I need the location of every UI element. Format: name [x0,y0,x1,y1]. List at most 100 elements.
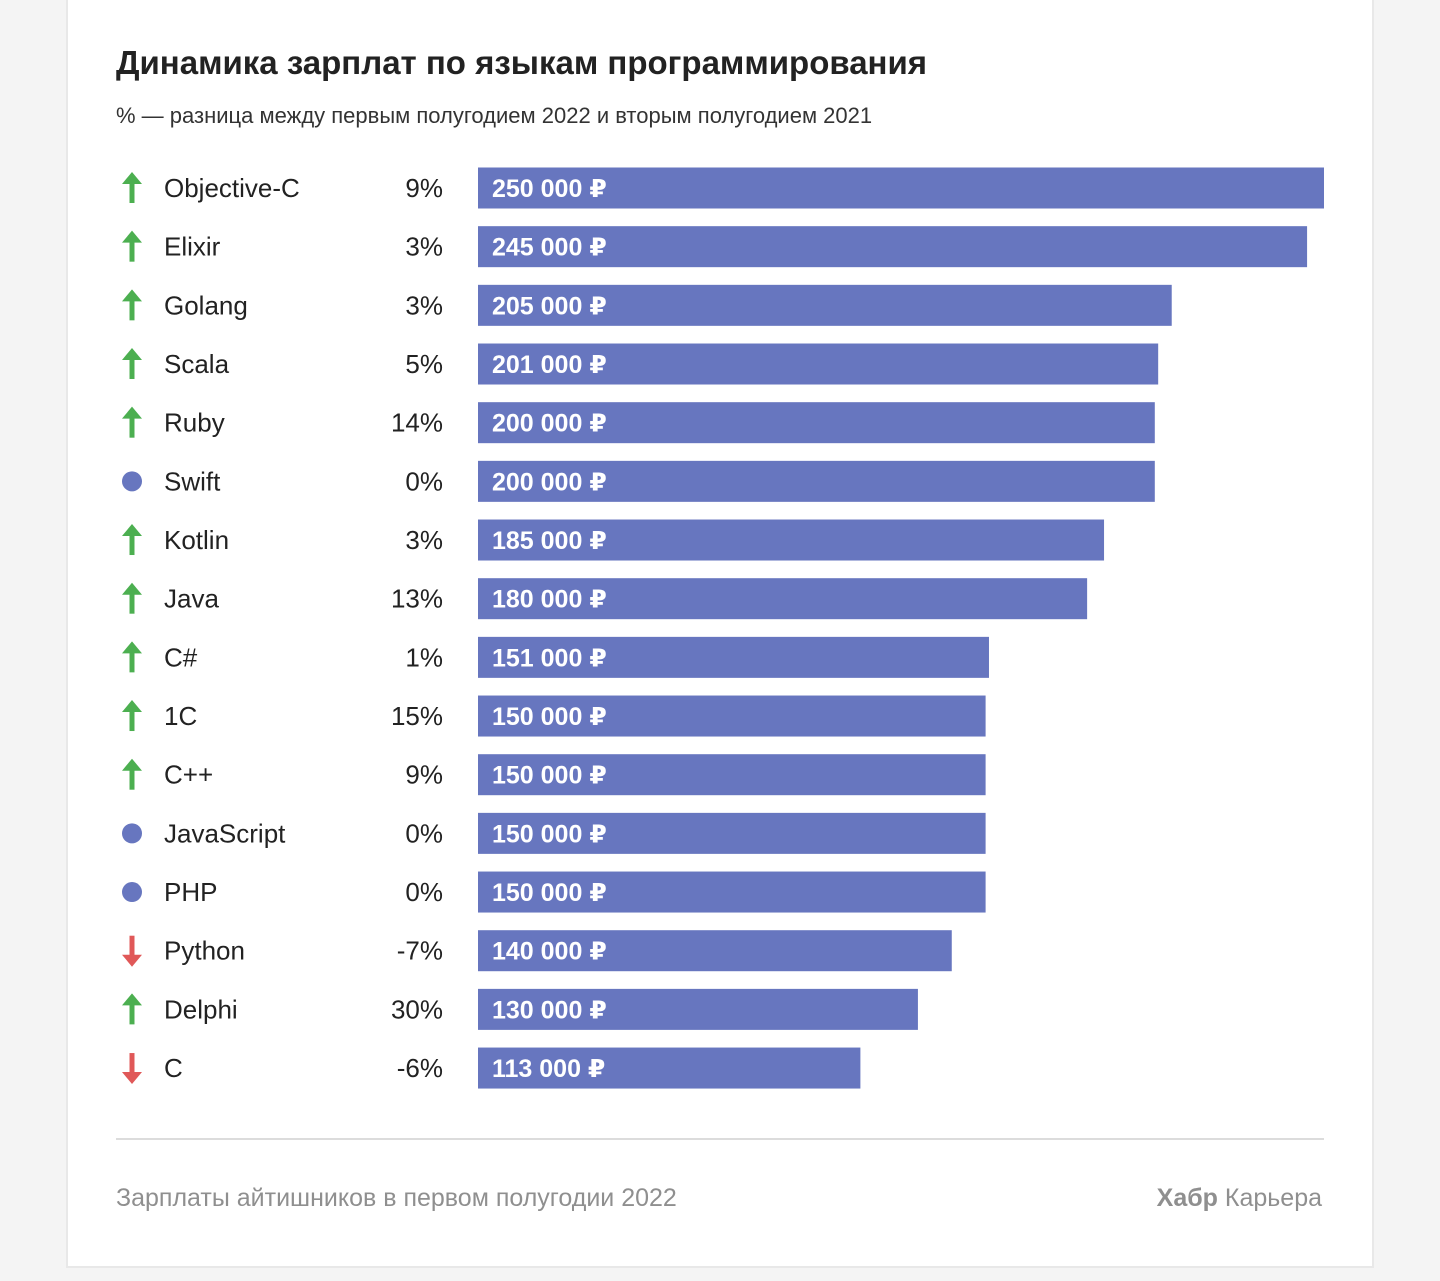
bar-row: Ruby 14% 200 000 ₽ [122,402,1155,444]
bar-value-label: 185 000 ₽ [492,527,607,555]
category-label: C++ [164,760,213,790]
bar-row: Scala 5% 201 000 ₽ [122,343,1159,385]
bar-value-label: 150 000 ₽ [492,820,607,848]
bar-row: Swift 0% 200 000 ₽ [122,460,1155,502]
change-label: 15% [391,701,443,731]
category-label: Scala [164,349,230,379]
brand-logo: Хабр Карьера [1157,1184,1322,1213]
change-label: 13% [391,584,443,614]
bar-row: Objective-C 9% 250 000 ₽ [122,167,1324,209]
change-label: 0% [405,466,443,496]
arrow-up-icon [122,758,142,790]
chart-title: Динамика зарплат по языкам программирова… [116,44,928,81]
arrow-up-icon [122,406,142,438]
change-label: 3% [405,232,443,262]
neutral-dot-icon [122,471,142,492]
arrow-up-icon [122,993,142,1025]
category-label: PHP [164,877,217,907]
bar [478,812,986,854]
bar-value-label: 201 000 ₽ [492,351,607,379]
change-label: 5% [405,349,443,379]
bar-row: C++ 9% 150 000 ₽ [122,754,986,796]
bar-value-label: 200 000 ₽ [492,410,607,438]
neutral-dot-icon [122,882,142,903]
category-label: C [164,1053,183,1083]
brand-suffix: Карьера [1224,1184,1322,1212]
bar-row: Kotlin 3% 185 000 ₽ [122,519,1105,561]
category-label: Objective-C [164,173,300,203]
category-label: JavaScript [164,818,286,848]
bar [478,578,1088,620]
arrow-up-icon [122,289,142,321]
change-label: 0% [405,877,443,907]
arrow-up-icon [122,641,142,673]
category-label: Python [164,936,245,966]
bar-row: Java 13% 180 000 ₽ [122,578,1088,620]
bar [478,871,986,913]
arrow-up-icon [122,172,142,203]
bar-row: JavaScript 0% 150 000 ₽ [122,812,986,854]
category-label: Swift [164,466,221,496]
bar-value-label: 151 000 ₽ [492,644,607,672]
bar-row: Elixir 3% 245 000 ₽ [122,226,1308,268]
category-label: C# [164,642,198,672]
bar-row: Python -7% 140 000 ₽ [122,930,952,972]
category-label: Kotlin [164,525,229,555]
arrow-up-icon [122,348,142,380]
brand-name: Хабр [1156,1184,1218,1212]
bar [478,343,1159,385]
change-label: 1% [405,642,443,672]
footer-source: Зарплаты айтишников в первом полугодии 2… [116,1184,677,1212]
category-label: Java [164,584,219,614]
change-label: -6% [397,1053,443,1083]
bar-row: PHP 0% 150 000 ₽ [122,871,986,913]
bar-value-label: 140 000 ₽ [492,938,607,966]
bar [478,754,986,796]
category-label: Ruby [164,408,225,438]
bar-row: Golang 3% 205 000 ₽ [122,284,1172,326]
arrow-up-icon [122,230,142,262]
bar-value-label: 150 000 ₽ [492,703,607,731]
arrow-down-icon [122,935,142,967]
arrow-up-icon [122,582,142,614]
change-label: 0% [405,818,443,848]
arrow-up-icon [122,524,142,556]
category-label: Golang [164,290,248,320]
bar [478,460,1155,502]
bar-value-label: 200 000 ₽ [492,468,607,496]
change-label: 3% [405,290,443,320]
category-label: Elixir [164,232,221,262]
change-label: 9% [405,173,443,203]
bar [478,284,1172,326]
bar-value-label: 130 000 ₽ [492,996,607,1024]
change-label: 30% [391,994,443,1024]
bar-row: C -6% 113 000 ₽ [122,1047,861,1089]
arrow-up-icon [122,700,142,732]
change-label: 3% [405,525,443,555]
bar [478,930,952,972]
bar-row: Delphi 30% 130 000 ₽ [122,988,918,1030]
bar [478,695,986,737]
bar-value-label: 250 000 ₽ [492,175,607,203]
bar [478,167,1324,209]
bar [478,988,918,1030]
bar-row: C# 1% 151 000 ₽ [122,636,989,678]
category-label: Delphi [164,994,238,1024]
arrow-down-icon [122,1053,142,1085]
change-label: 14% [391,408,443,438]
bar [478,636,989,678]
change-label: 9% [405,760,443,790]
bar [478,519,1105,561]
neutral-dot-icon [122,823,142,844]
bar-value-label: 150 000 ₽ [492,879,607,907]
change-label: -7% [397,936,443,966]
chart-subtitle: % — разница между первым полугодием 2022… [116,103,873,128]
bar-value-label: 180 000 ₽ [492,586,607,614]
footer-divider [116,1138,1324,1140]
bar [478,1047,861,1089]
category-label: 1C [164,701,197,731]
bar-value-label: 245 000 ₽ [492,234,607,262]
bar-value-label: 205 000 ₽ [492,292,607,320]
bar-value-label: 150 000 ₽ [492,762,607,790]
